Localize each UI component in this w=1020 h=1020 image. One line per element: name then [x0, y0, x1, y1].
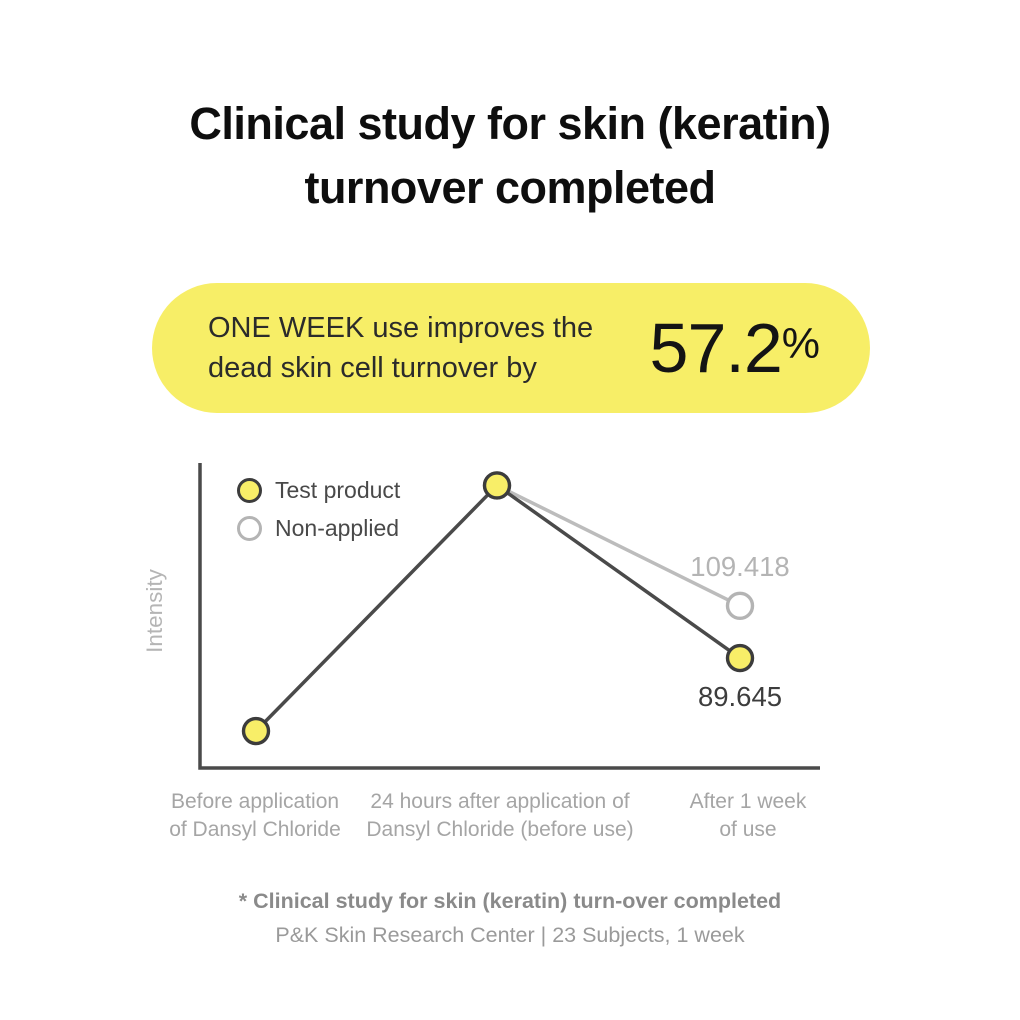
chart-plot: Intensity 109.418 89.645 — [142, 463, 820, 770]
chart-legend: Test product Non-applied — [237, 477, 400, 542]
series-line-1 — [496, 483, 741, 608]
highlight-value: 57.2% — [650, 308, 820, 388]
highlight-text: ONE WEEK use improves the dead skin cell… — [208, 308, 593, 388]
chart: Intensity 109.418 89.645 Test product Non… — [140, 430, 900, 860]
highlight-banner: ONE WEEK use improves the dead skin cell… — [152, 283, 870, 413]
legend-label-non-applied: Non-applied — [275, 515, 400, 541]
data-point — [725, 643, 755, 673]
data-point — [725, 591, 755, 621]
test-product-marker-icon — [237, 478, 262, 503]
footnote-line-2: P&K Skin Research Center | 23 Subjects, … — [275, 923, 745, 947]
highlight-value-number: 57.2 — [649, 309, 783, 387]
percent-sign: % — [781, 320, 820, 368]
data-point — [482, 471, 512, 500]
page-title: Clinical study for skin (keratin) turnove… — [0, 92, 1020, 220]
highlight-text-line-2: dead skin cell turnover by — [208, 352, 537, 384]
x-axis-label-3: After 1 week of use — [689, 790, 807, 841]
highlight-text-line-1: ONE WEEK use improves the — [208, 311, 594, 344]
footnote-line-1: * Clinical study for skin (keratin) turn… — [238, 889, 782, 913]
legend-item-test-product: Test product — [237, 477, 400, 504]
y-axis-title: Intensity — [142, 568, 167, 653]
footnote: * Clinical study for skin (keratin) turn… — [0, 889, 1020, 948]
non-applied-marker-icon — [237, 516, 262, 541]
legend-label-test-product: Test product — [275, 477, 401, 503]
x-axis-label-1: Before application of Dansyl Chloride — [169, 790, 341, 841]
axis-lines — [198, 463, 820, 770]
point-label: 109.418 — [690, 551, 789, 582]
title-line-2: turnover completed — [304, 161, 716, 213]
point-label: 89.645 — [698, 681, 782, 712]
data-point — [241, 716, 271, 746]
title-line-1: Clinical study for skin (keratin) — [189, 98, 831, 149]
x-axis-label-2: 24 hours after application of Dansyl Chl… — [366, 790, 634, 841]
legend-item-non-applied: Non-applied — [237, 515, 400, 542]
